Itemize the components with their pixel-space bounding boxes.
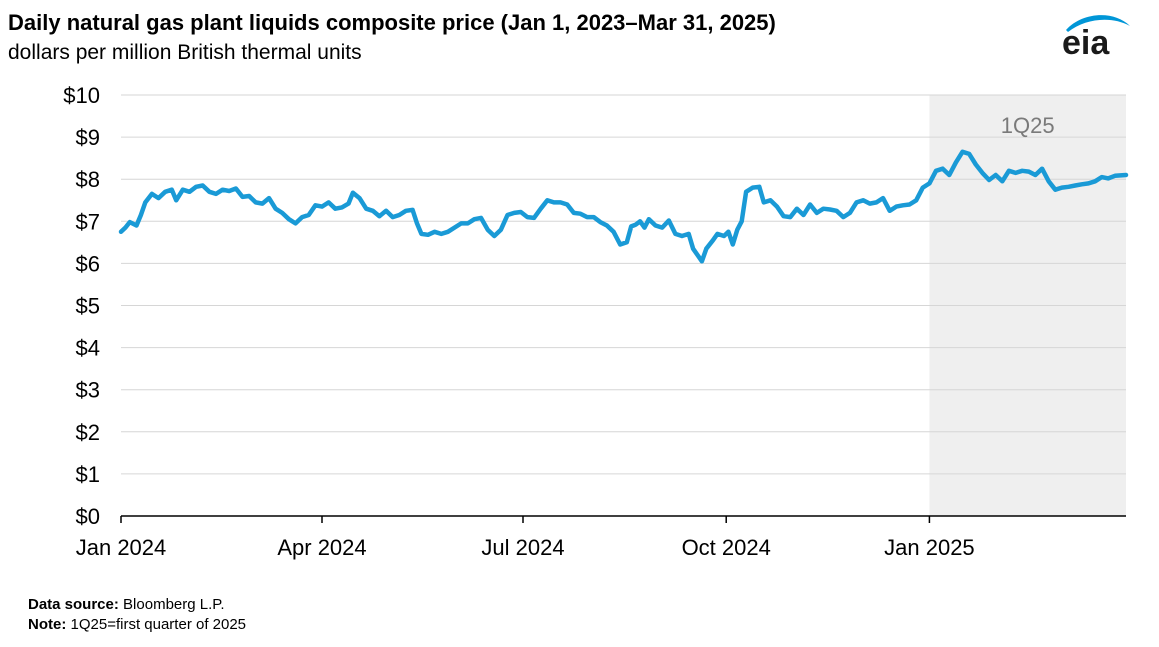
data-source-text: Bloomberg L.P. — [123, 596, 225, 613]
x-axis-ticks: Jan 2024 Apr 2024 Jul 2024 Oct 2024 Jan 2025 — [76, 516, 975, 560]
series-line — [118, 149, 1129, 264]
chart-title: Daily natural gas plant liquids composit… — [8, 10, 776, 35]
x-tick-label: Apr 2024 — [277, 535, 366, 560]
eia-logo: eia — [1062, 15, 1130, 60]
y-tick-label: $9 — [76, 125, 100, 150]
y-tick-label: $0 — [76, 504, 100, 529]
x-tick-label: Jan 2025 — [884, 535, 975, 560]
price-line-chart: $0 $1 $2 $3 $4 $5 $6 $7 $8 $9 $10 Jan 2024 Apr 2024… — [63, 83, 1129, 560]
x-tick-label: Oct 2024 — [682, 535, 771, 560]
note-text: 1Q25=first quarter of 2025 — [70, 616, 247, 633]
data-source-label: Data source: — [28, 596, 119, 613]
shaded-region-label: 1Q25 — [1001, 113, 1055, 138]
eia-logo-text: eia — [1062, 24, 1110, 60]
x-tick-label: Jan 2024 — [76, 535, 167, 560]
x-tick-label: Jul 2024 — [481, 535, 564, 560]
y-tick-label: $10 — [63, 83, 100, 108]
y-tick-label: $8 — [76, 167, 100, 192]
note: Note: 1Q25=first quarter of 2025 — [28, 616, 246, 633]
y-tick-label: $1 — [76, 462, 100, 487]
y-axis-tick-labels: $0 $1 $2 $3 $4 $5 $6 $7 $8 $9 $10 — [63, 83, 100, 529]
data-source: Data source: Bloomberg L.P. — [28, 596, 225, 613]
y-tick-label: $4 — [76, 336, 100, 361]
y-tick-label: $2 — [76, 420, 100, 445]
y-tick-label: $3 — [76, 378, 100, 403]
note-label: Note: — [28, 616, 67, 633]
y-tick-label: $7 — [76, 209, 100, 234]
eia-logo-swoosh — [1066, 15, 1130, 32]
chart-subtitle: dollars per million British thermal unit… — [8, 41, 362, 64]
y-tick-label: $6 — [76, 251, 100, 276]
y-tick-label: $5 — [76, 294, 100, 319]
